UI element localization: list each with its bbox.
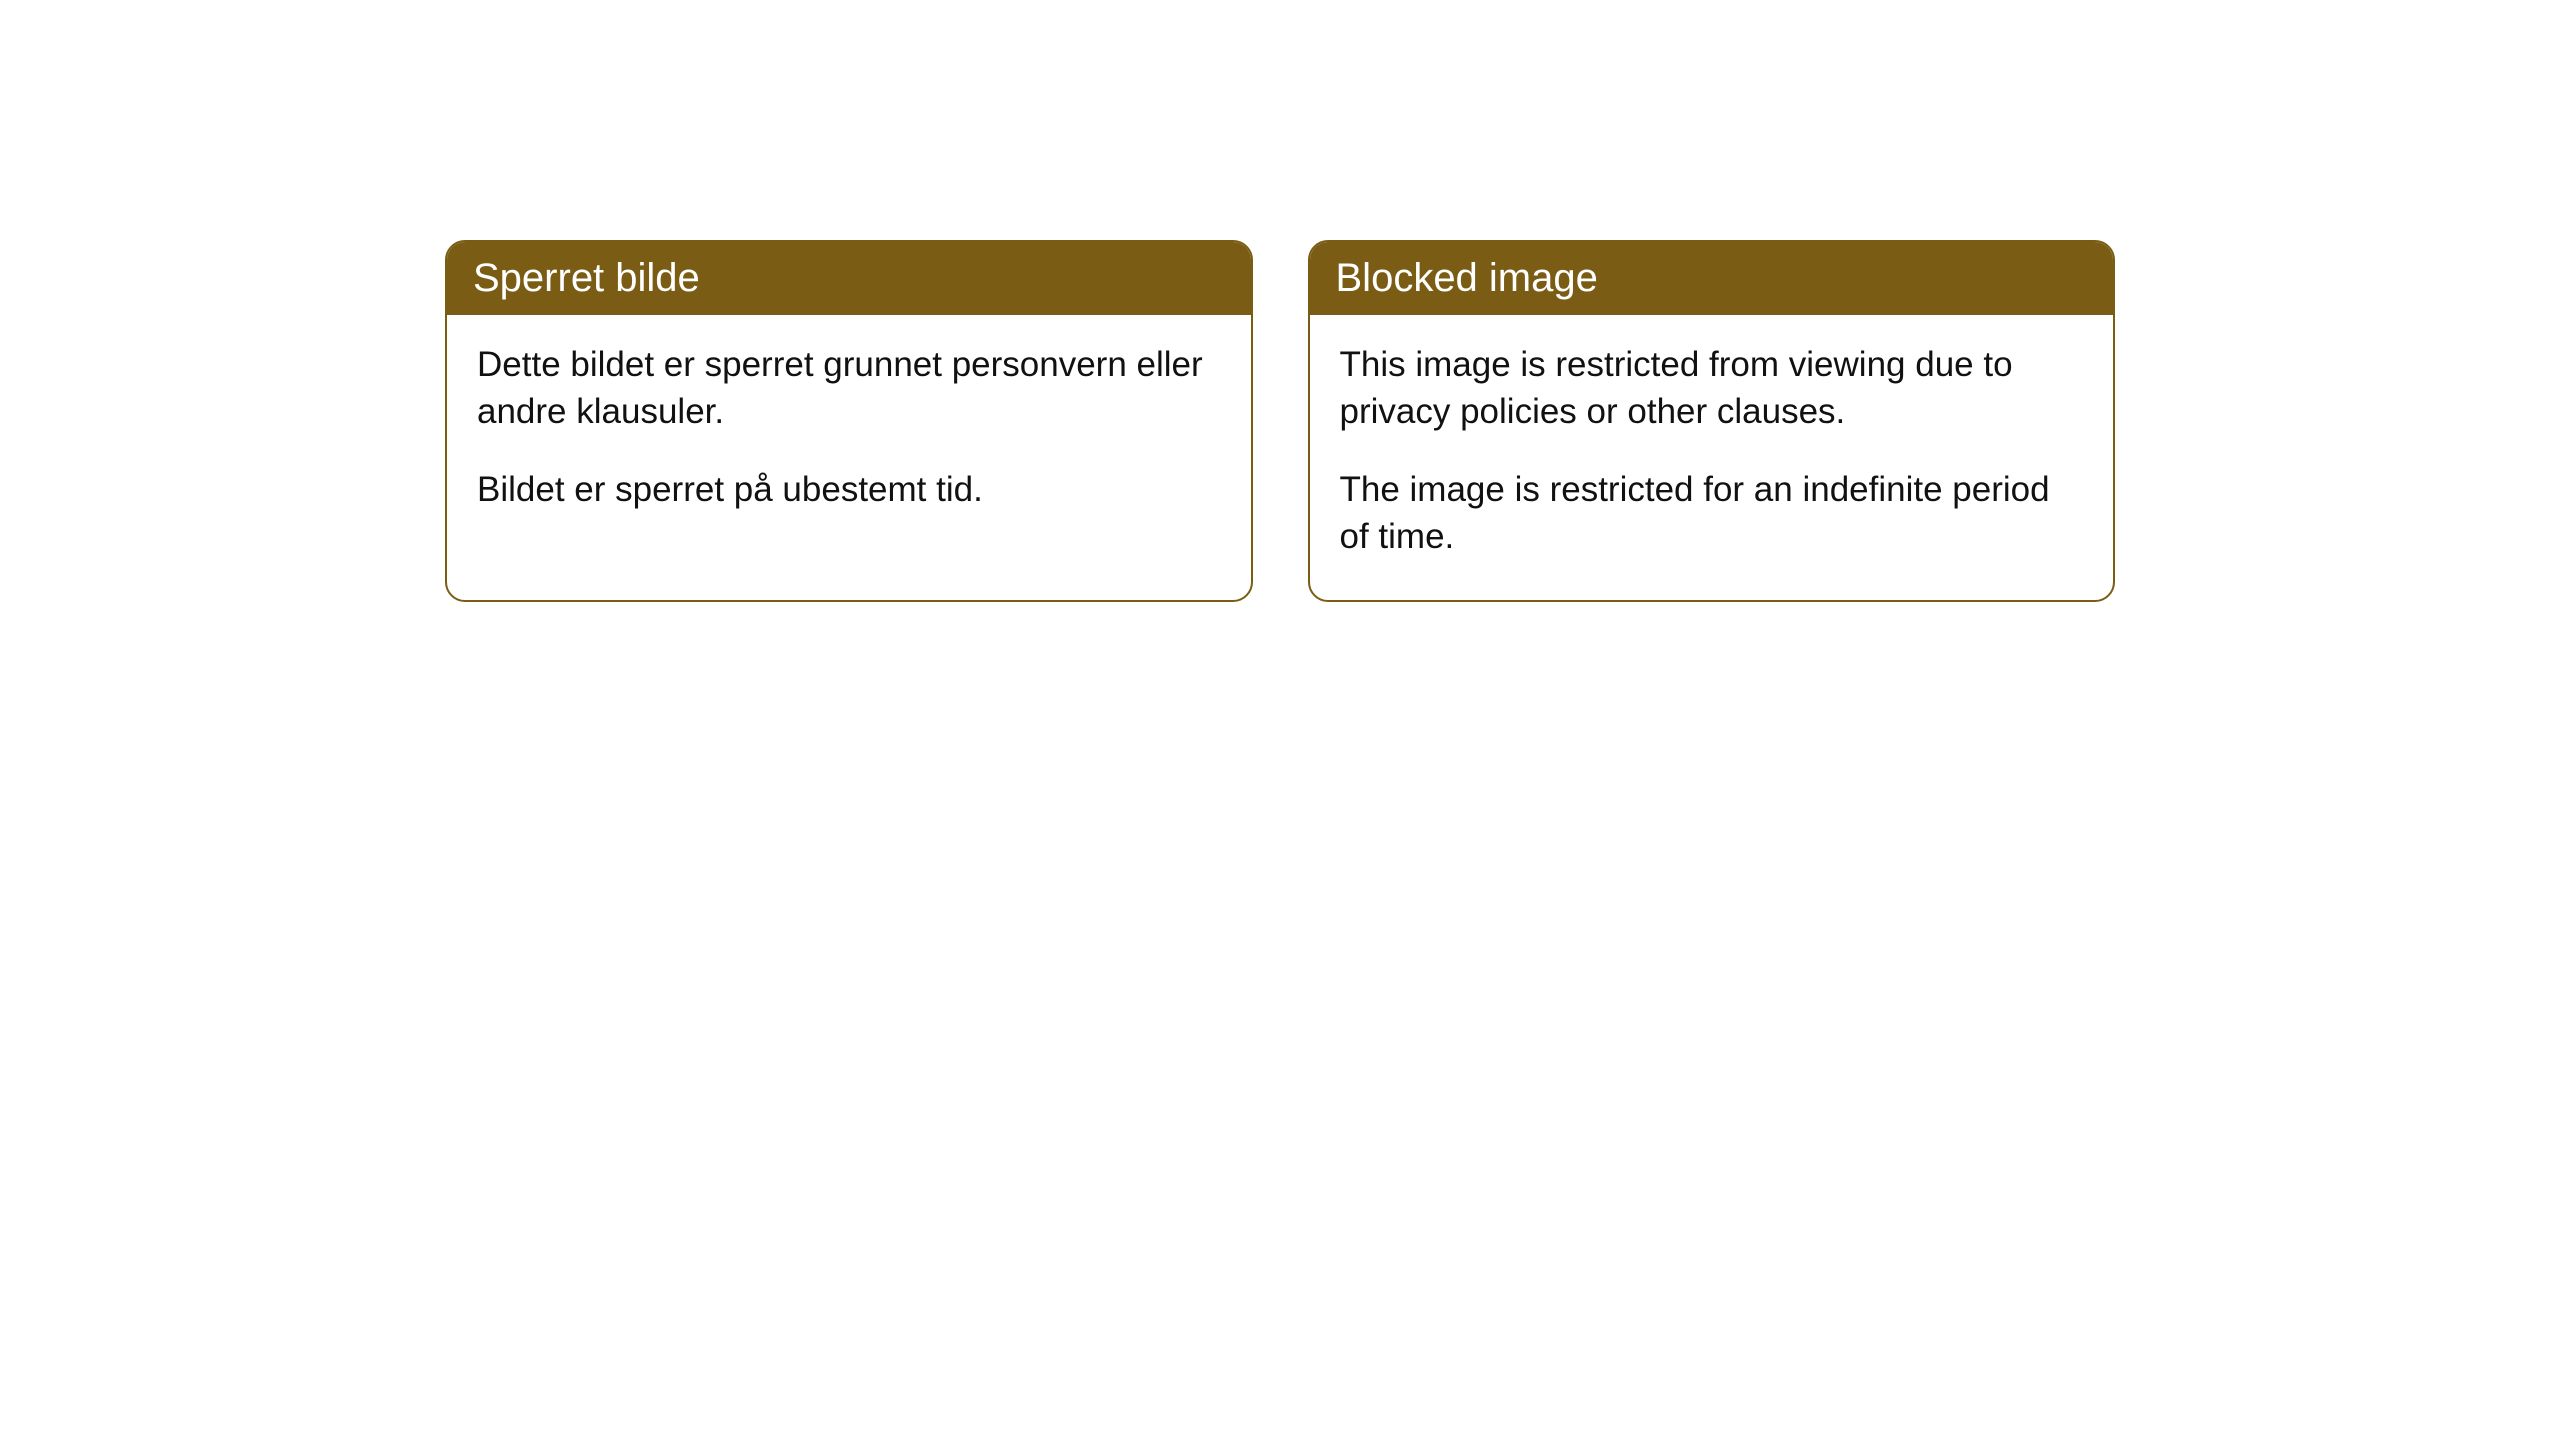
card-header: Blocked image [1310, 242, 2114, 315]
card-paragraph-1: This image is restricted from viewing du… [1340, 341, 2084, 436]
card-body: Dette bildet er sperret grunnet personve… [447, 315, 1251, 553]
blocked-image-card-english: Blocked image This image is restricted f… [1308, 240, 2116, 602]
card-body: This image is restricted from viewing du… [1310, 315, 2114, 600]
blocked-image-notices: Sperret bilde Dette bildet er sperret gr… [445, 240, 2115, 602]
card-title: Blocked image [1336, 256, 1598, 300]
card-header: Sperret bilde [447, 242, 1251, 315]
card-paragraph-2: Bildet er sperret på ubestemt tid. [477, 466, 1221, 513]
card-title: Sperret bilde [473, 256, 700, 300]
card-paragraph-1: Dette bildet er sperret grunnet personve… [477, 341, 1221, 436]
card-paragraph-2: The image is restricted for an indefinit… [1340, 466, 2084, 561]
blocked-image-card-norwegian: Sperret bilde Dette bildet er sperret gr… [445, 240, 1253, 602]
